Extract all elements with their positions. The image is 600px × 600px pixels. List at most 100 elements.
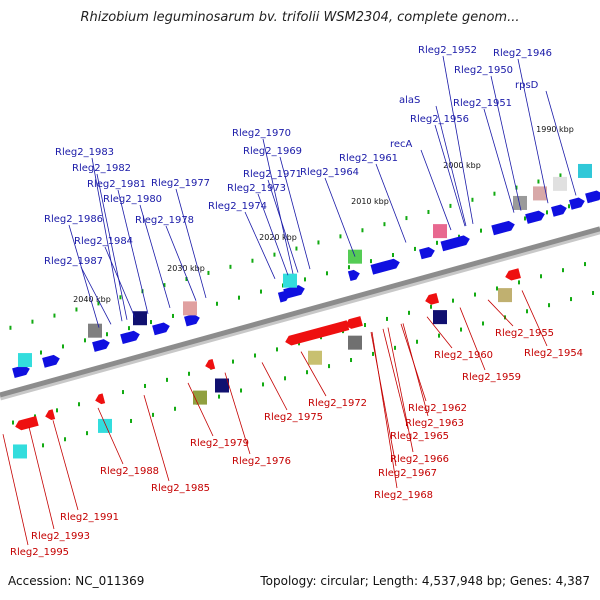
forward-gene-label: Rleg2_1986 (44, 214, 103, 225)
guide-dot (452, 298, 455, 303)
forward-gene-arrow[interactable] (440, 234, 472, 252)
guide-dot (460, 327, 463, 332)
guide-dot (430, 304, 433, 309)
feature-box[interactable] (183, 301, 197, 316)
feature-box[interactable] (18, 353, 32, 368)
forward-gene-arrow[interactable] (525, 209, 546, 224)
feature-box[interactable] (348, 335, 362, 350)
forward-gene-label: rpsD (515, 80, 539, 91)
guide-dot (493, 191, 496, 196)
leader-line (244, 211, 276, 279)
leader-line (371, 331, 398, 489)
leader-line (2, 434, 29, 546)
guide-dot (75, 307, 78, 312)
leader-line (187, 382, 214, 437)
forward-gene-label: Rleg2_1946 (493, 48, 552, 59)
leader-line (175, 188, 207, 299)
reverse-gene-label: Rleg2_1988 (100, 466, 159, 477)
leader-line (52, 420, 79, 511)
forward-gene-arrow[interactable] (569, 196, 586, 210)
reverse-gene-label: Rleg2_1954 (524, 348, 583, 359)
leader-line (139, 204, 171, 309)
guide-dot (97, 301, 100, 306)
feature-box[interactable] (513, 195, 527, 210)
guide-dot (537, 179, 540, 184)
accession-text: Accession: NC_011369 (8, 574, 145, 588)
forward-gene-arrow[interactable] (120, 329, 141, 345)
tick-label: 2040 kbp (73, 295, 111, 304)
leader-line (257, 193, 289, 276)
forward-gene-arrow[interactable] (152, 321, 171, 336)
guide-dot (350, 358, 353, 363)
reverse-gene-arrow[interactable] (44, 409, 56, 421)
guide-dot (166, 377, 169, 382)
feature-box[interactable] (433, 310, 447, 325)
guide-dot (130, 418, 133, 423)
forward-gene-arrow[interactable] (92, 338, 111, 352)
guide-dot (78, 402, 81, 407)
leader-line (402, 323, 429, 417)
forward-gene-label: Rleg2_1983 (55, 147, 114, 158)
forward-gene-arrow[interactable] (370, 257, 402, 275)
reverse-gene-label: Rleg2_1967 (378, 468, 437, 479)
reverse-gene-arrow[interactable] (284, 320, 350, 346)
forward-gene-arrow[interactable] (585, 189, 600, 204)
guide-dot (435, 240, 438, 245)
guide-dot (276, 347, 279, 352)
forward-gene-label: Rleg2_1978 (135, 215, 194, 226)
guide-dot (232, 359, 235, 364)
forward-gene-arrow[interactable] (277, 290, 291, 303)
reverse-gene-arrow[interactable] (204, 358, 216, 371)
feature-box[interactable] (433, 224, 447, 239)
guide-dot (584, 262, 587, 267)
forward-gene-label: Rleg2_1971 (243, 169, 302, 180)
feature-box[interactable] (215, 378, 229, 393)
guide-dot (413, 246, 416, 251)
guide-dot (284, 376, 287, 381)
forward-gene-arrow[interactable] (12, 364, 31, 379)
forward-gene-label: Rleg2_1961 (339, 153, 398, 164)
feature-box[interactable] (308, 350, 322, 365)
leader-line (370, 332, 397, 467)
leader-line (96, 173, 128, 320)
leader-line (382, 328, 409, 430)
guide-dot (394, 345, 397, 350)
guide-dot (53, 313, 56, 318)
leader-line (91, 157, 123, 322)
reverse-gene-label: Rleg2_1975 (264, 412, 323, 423)
reverse-gene-arrow[interactable] (14, 415, 39, 432)
tick-label: 2020 kbp (259, 233, 297, 242)
forward-gene-arrow[interactable] (419, 246, 436, 260)
feature-box[interactable] (283, 273, 297, 288)
feature-box[interactable] (98, 418, 112, 433)
reverse-gene-arrow[interactable] (504, 268, 521, 282)
leader-line (545, 90, 577, 196)
forward-gene-label: Rleg2_1951 (453, 98, 512, 109)
feature-box[interactable] (133, 311, 147, 326)
feature-box[interactable] (553, 176, 567, 191)
reverse-gene-arrow[interactable] (344, 316, 363, 330)
leader-line (420, 149, 452, 231)
feature-box[interactable] (533, 186, 547, 201)
guide-dot (127, 326, 130, 331)
feature-box[interactable] (498, 288, 512, 303)
guide-dot (482, 321, 485, 326)
forward-gene-arrow[interactable] (347, 269, 361, 282)
reverse-gene-arrow[interactable] (424, 292, 440, 306)
reverse-gene-arrow[interactable] (94, 393, 106, 405)
forward-gene-arrow[interactable] (42, 354, 61, 368)
feature-box[interactable] (13, 444, 27, 459)
forward-gene-arrow[interactable] (184, 313, 201, 327)
guide-dot (306, 370, 309, 375)
forward-gene-arrow[interactable] (551, 203, 568, 217)
forward-gene-arrow[interactable] (491, 220, 516, 236)
guide-dot (31, 319, 34, 324)
leader-line (483, 108, 515, 213)
forward-gene-label: Rleg2_1987 (44, 256, 103, 267)
guide-dot (405, 216, 408, 221)
feature-box[interactable] (88, 323, 102, 338)
leader-line (68, 224, 100, 328)
feature-box[interactable] (578, 163, 592, 178)
guide-dot (240, 388, 243, 393)
